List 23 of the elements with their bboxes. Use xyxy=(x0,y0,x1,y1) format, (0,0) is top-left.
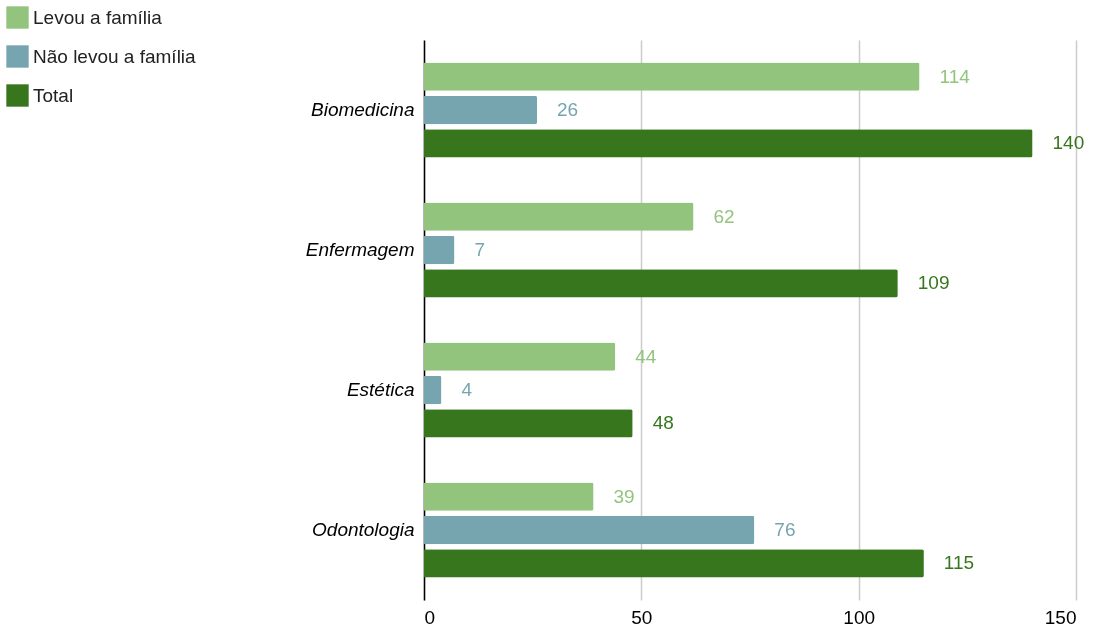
x-tick-label: 50 xyxy=(631,606,653,628)
data-label: 4 xyxy=(461,379,473,400)
data-label: 39 xyxy=(613,485,635,507)
data-label: 140 xyxy=(1052,132,1085,154)
legend-label: Não levou a família xyxy=(33,45,197,67)
data-label: 109 xyxy=(917,272,950,294)
x-tick-label: 100 xyxy=(843,606,876,628)
data-label: 115 xyxy=(943,552,975,574)
data-label: 48 xyxy=(652,412,674,434)
data-label: 26 xyxy=(557,99,579,120)
data-label: 44 xyxy=(635,345,657,367)
data-label: 76 xyxy=(774,519,796,540)
data-label: 7 xyxy=(474,239,485,260)
legend-label: Total xyxy=(33,84,74,106)
y-tick-label: Odontologia xyxy=(312,519,415,540)
data-label: 114 xyxy=(939,65,971,87)
data-label: 62 xyxy=(713,205,735,227)
x-tick-label: 0 xyxy=(424,606,436,628)
legend-label: Levou a família xyxy=(33,6,163,28)
y-tick-label: Estética xyxy=(346,379,415,400)
y-tick-label: Biomedicina xyxy=(311,99,415,120)
x-tick-label: 150 xyxy=(1044,606,1077,628)
y-tick-label: Enfermagem xyxy=(305,239,415,260)
